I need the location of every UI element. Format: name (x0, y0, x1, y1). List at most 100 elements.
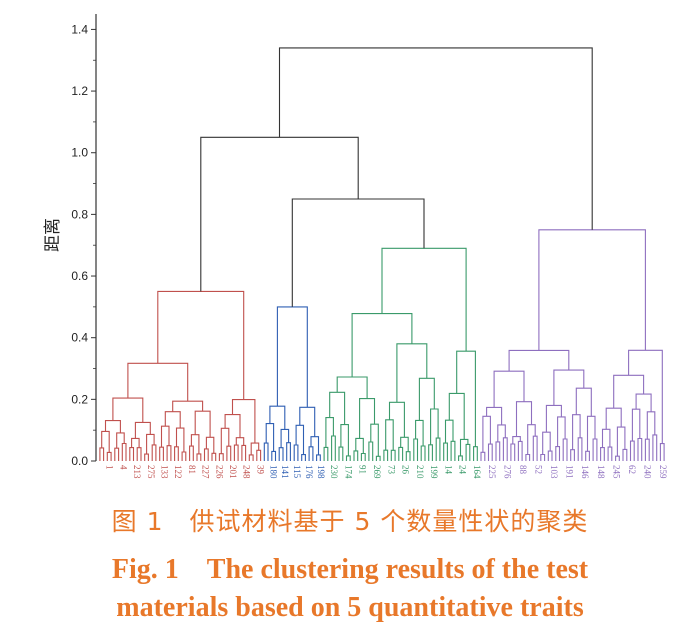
dendrogram-link (557, 416, 566, 447)
dendrogram-link (538, 229, 646, 351)
dendrogram-link (601, 428, 611, 448)
dendrogram-link (338, 446, 344, 461)
dendrogram-link (224, 414, 241, 438)
dendrogram-link (532, 435, 538, 461)
dendrogram-link (131, 437, 140, 448)
leaf-label: 81 (187, 465, 197, 474)
leaf-label: 276 (502, 465, 512, 479)
dendrogram-link (151, 444, 157, 461)
dendrogram-link (231, 399, 256, 444)
dendrogram-link (218, 453, 224, 461)
leaf-label: 88 (518, 465, 528, 475)
dendrogram-link (196, 453, 202, 461)
leaf-label: 4 (118, 465, 128, 470)
dendrogram-link (622, 448, 628, 461)
dendrogram-link (325, 417, 334, 448)
dendrogram-link (482, 415, 491, 453)
dendrogram-link (487, 443, 493, 461)
dendrogram-link (517, 440, 523, 461)
dendrogram-link (323, 446, 329, 461)
dendrogram-link (405, 451, 411, 461)
dendrogram-link (291, 198, 425, 307)
dendrogram-link (527, 424, 536, 455)
dendrogram-link (190, 434, 200, 454)
y-axis-label: 距离 (43, 218, 63, 252)
leaf-label: 122 (173, 465, 183, 479)
leaf-label: 62 (627, 465, 637, 474)
leaf-label: 275 (146, 465, 156, 479)
leaf-label: 39 (255, 465, 265, 475)
dendrogram-link (276, 306, 308, 408)
dendrogram-link (250, 442, 260, 455)
dendrogram-link (450, 440, 456, 461)
dendrogram-link (390, 449, 396, 461)
leaf-label: 26 (401, 465, 411, 475)
dendrogram-link (396, 343, 428, 403)
dendrogram-link (278, 47, 593, 230)
dendrogram-link (465, 443, 471, 461)
dendrogram-link (415, 419, 424, 446)
y-tick-label: 1.0 (71, 146, 88, 160)
dendrogram-link (545, 404, 562, 433)
dendrogram-link (310, 436, 320, 455)
leaf-label: 198 (316, 465, 326, 479)
cluster-3 (480, 229, 665, 461)
upper-merges (200, 47, 593, 307)
dendrogram-link (121, 442, 127, 461)
dendrogram-link (607, 446, 613, 461)
dendrogram-link (353, 450, 359, 461)
dendrogram-link (615, 455, 620, 461)
dendrogram-link (164, 411, 181, 429)
leaf-label: 14 (443, 465, 453, 475)
leaf-label: 230 (329, 465, 339, 479)
leaf-label: 201 (228, 465, 238, 479)
dendrogram-link (211, 452, 217, 461)
leaf-label: 227 (201, 465, 211, 479)
dendrogram-link (652, 434, 658, 461)
dendrogram-link (383, 449, 389, 461)
dendrogram-link (340, 424, 349, 456)
dendrogram-link (585, 450, 590, 461)
dendrogram-link (375, 455, 381, 461)
dendrogram-link (295, 424, 305, 455)
dendrogram-link (628, 349, 663, 444)
dendrogram-link (112, 397, 144, 423)
dendrogram-link (631, 408, 641, 442)
dendrogram-link (189, 445, 194, 461)
leaf-labels-cluster-3: 225 276 88 52 103 191 146 148 245 62 240 259 (487, 465, 668, 479)
leaf-label: 91 (358, 465, 368, 474)
dendrogram-link (127, 362, 189, 402)
leaf-labels-cluster-1: 180 141 115 176 198 (268, 465, 326, 479)
dendrogram-link (278, 447, 284, 461)
leaf-label: 103 (549, 465, 559, 479)
dendrogram-link (336, 376, 368, 399)
dendrogram-link (659, 443, 665, 461)
dendrogram-link (345, 455, 351, 461)
leaf-labels: 1 4 213 275 133 122 81 227 226 201 248 39 180 141 115 1… (105, 465, 668, 479)
dendrogram-link (577, 437, 583, 461)
dendrogram-link (280, 428, 290, 448)
dendrogram-link (562, 438, 568, 461)
leaf-label: 176 (304, 465, 314, 479)
dendrogram-link (420, 445, 426, 461)
dendrogram-link (572, 414, 581, 450)
caption-english-line1: Fig. 1 The clustering results of the tes… (111, 554, 589, 585)
dendrogram-link (160, 425, 170, 448)
dendrogram-link (540, 453, 546, 461)
dendrogram-link (157, 290, 245, 400)
dendrogram-link (613, 374, 645, 409)
leaf-label: 180 (268, 465, 278, 479)
dendrogram-link (329, 391, 346, 425)
leaf-label: 240 (643, 465, 653, 479)
dendrogram-link (605, 407, 622, 430)
leaf-label: 164 (472, 465, 482, 479)
leaf-label: 210 (415, 465, 425, 479)
dendrogram-link (299, 406, 316, 437)
caption-english-line2: materials based on 5 quantitative traits (116, 592, 584, 623)
y-tick-label: 0.2 (71, 392, 88, 406)
leaf-label: 133 (160, 465, 170, 479)
dendrogram-link (205, 436, 215, 454)
dendrogram-link (644, 438, 650, 461)
dendrogram-link (144, 453, 149, 461)
dendrogram-link (570, 449, 575, 461)
